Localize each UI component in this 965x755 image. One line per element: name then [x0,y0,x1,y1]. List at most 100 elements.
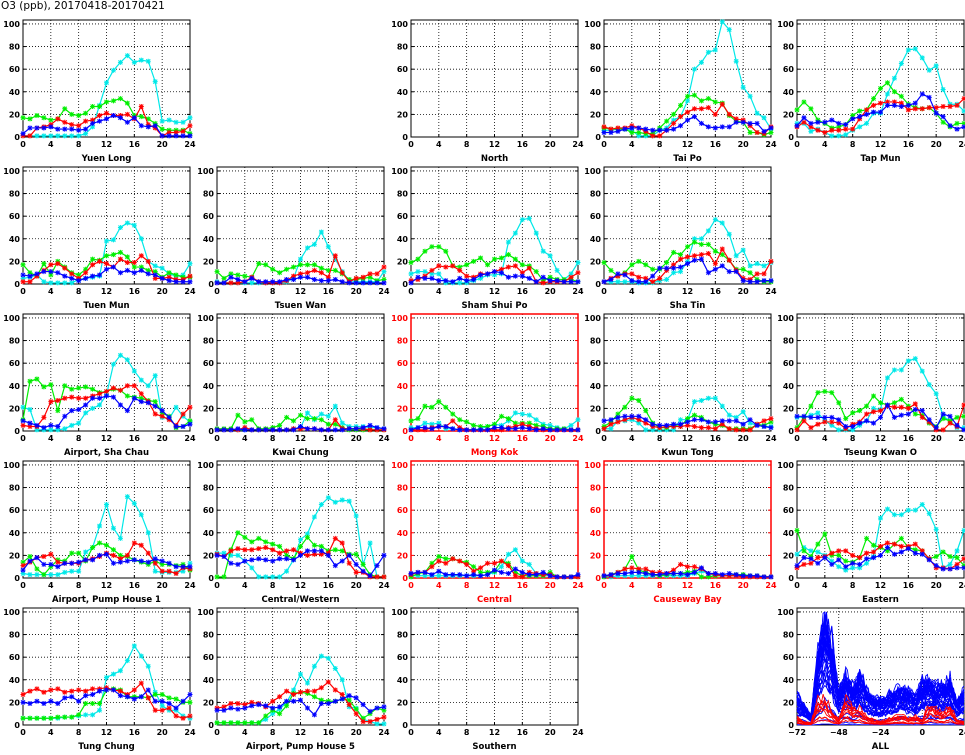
data-point [436,423,442,429]
data-point [325,413,331,419]
data-point [277,550,283,556]
x-tick-label: 24 [572,728,584,737]
x-tick-label: 4 [48,140,54,149]
data-point [235,706,241,712]
x-tick-label: 4 [822,434,828,443]
data-point [346,697,352,703]
data-point [117,688,123,694]
data-point [360,702,366,708]
data-point [318,411,324,417]
y-tick-label: 60 [9,653,21,662]
data-point [124,260,130,266]
data-point [905,405,911,411]
data-point [622,413,628,419]
data-point [166,568,172,574]
data-point [912,507,918,513]
data-point [954,120,960,126]
data-point [685,564,690,570]
data-point [159,275,165,281]
data-point [615,414,621,420]
data-point [90,557,96,563]
data-point [277,704,283,710]
y-tick-label: 80 [397,190,409,199]
data-point [712,125,718,131]
data-point [478,275,484,281]
data-point [492,560,497,566]
data-point [117,402,123,408]
data-point [69,688,75,694]
data-point [636,420,642,426]
data-point [34,566,40,572]
data-point [332,535,338,541]
data-point [97,552,103,558]
y-tick-label: 80 [203,484,215,493]
y-tick-label: 60 [203,359,215,368]
data-point [367,708,373,714]
data-point [478,427,484,433]
data-point [471,568,477,574]
data-point [360,719,366,725]
data-point [761,263,767,269]
data-point [304,552,310,558]
data-point [166,270,172,276]
data-point [145,663,151,669]
data-point [615,271,621,277]
data-point [912,411,918,417]
panel-tseung-kwan-o: 02040608010004812162024Tseung Kwan O [777,313,965,458]
data-point [822,419,828,425]
data-point [256,556,262,562]
data-point [857,108,863,114]
data-point [643,570,649,576]
data-point [829,117,835,123]
data-point [311,694,317,700]
data-point [69,408,75,414]
data-point [339,497,345,503]
data-point [575,270,581,276]
data-point [62,126,68,132]
data-point [381,721,387,727]
y-tick-label: 100 [777,461,794,470]
data-point [90,386,96,392]
data-point [815,541,821,547]
panel-title: Tsuen Wan [275,301,326,311]
data-point [519,558,525,564]
data-point [34,113,40,119]
data-point [415,416,421,422]
data-point [698,241,704,247]
data-point [601,573,607,579]
data-point [864,120,870,126]
y-tick-label: 0 [788,574,794,583]
data-point [180,119,186,125]
data-point [62,395,68,401]
y-tick-label: 0 [595,280,601,289]
data-point [131,260,137,266]
data-point [629,569,635,575]
data-point [884,102,890,108]
data-point [429,244,435,250]
y-tick-label: 80 [397,484,409,493]
data-point [138,253,144,259]
data-point [263,703,269,709]
data-point [575,417,581,423]
data-point [643,427,649,433]
data-point [492,269,497,275]
y-tick-label: 60 [9,359,21,368]
data-point [242,279,248,285]
data-point [159,133,165,139]
x-tick-label: 4 [48,287,54,296]
y-tick-label: 60 [783,506,795,515]
data-point [485,262,491,268]
data-point [325,679,331,685]
data-point [62,383,68,389]
panel-title: Sham Shui Po [462,301,528,311]
y-tick-label: 0 [208,427,214,436]
data-point [325,655,331,661]
data-point [547,253,553,259]
data-point [698,120,704,126]
data-point [110,252,116,258]
x-tick-label: 4 [436,287,442,296]
data-point [48,399,54,405]
data-point [919,408,925,414]
data-point [152,560,158,566]
data-point [547,278,553,284]
